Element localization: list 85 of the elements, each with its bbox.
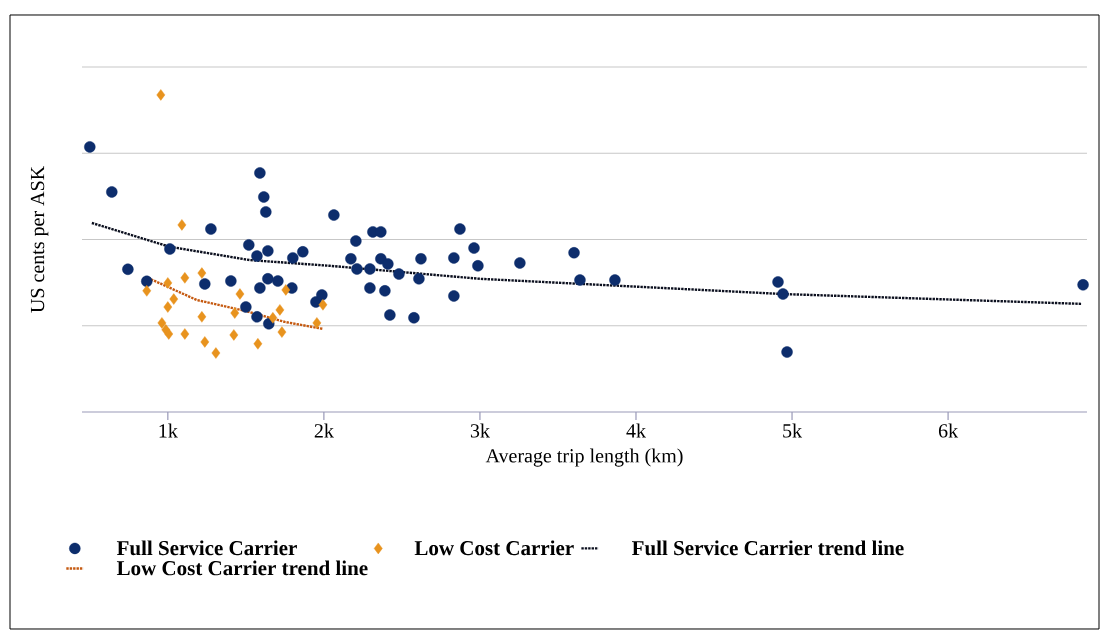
point (122, 263, 134, 275)
point (415, 253, 427, 265)
point (345, 253, 357, 265)
point (141, 275, 153, 288)
legend-label: Low Cost Carrier trend line (116, 560, 368, 576)
x-tick-label: 1k (159, 423, 178, 438)
point (225, 275, 237, 287)
point (408, 312, 420, 324)
point (384, 309, 396, 321)
point (84, 141, 96, 153)
point (382, 258, 394, 270)
point (169, 293, 179, 305)
point (574, 274, 586, 286)
point (364, 282, 376, 294)
point (197, 311, 207, 323)
point (272, 275, 284, 287)
point (609, 274, 621, 286)
point (262, 273, 274, 285)
point (260, 206, 272, 218)
legend-label: Full Service Carrier (116, 540, 297, 556)
point (163, 301, 173, 313)
point (164, 328, 174, 340)
y-axis-title: US cents per ASK (30, 166, 49, 313)
point (268, 312, 278, 324)
point (1077, 279, 1089, 291)
x-tick-label: 3k (470, 423, 490, 438)
point (164, 243, 176, 255)
point (197, 267, 207, 279)
point (106, 186, 118, 198)
point (772, 276, 784, 288)
point (350, 235, 362, 247)
point (287, 252, 299, 264)
point (297, 246, 309, 258)
point (413, 273, 425, 285)
point (163, 277, 173, 289)
point (275, 304, 285, 316)
point (281, 284, 291, 296)
point (568, 247, 580, 259)
point (243, 239, 255, 251)
point (468, 242, 480, 254)
point (177, 219, 187, 231)
x-axis-title: Average trip length (km) (485, 448, 683, 467)
point (448, 290, 460, 302)
point (364, 263, 376, 275)
point (251, 311, 263, 323)
point (328, 209, 340, 221)
point (777, 288, 789, 300)
point (379, 285, 391, 297)
point (472, 260, 484, 272)
x-tick-label: 2k (314, 423, 334, 438)
point (351, 263, 363, 275)
point (318, 299, 328, 311)
point (180, 328, 190, 340)
point (235, 288, 245, 300)
legend-label: Full Service Carrier trend line (632, 540, 904, 556)
point (157, 317, 167, 329)
point (211, 347, 221, 359)
point (205, 223, 217, 235)
point (781, 346, 793, 358)
x-tick-label: 6k (938, 423, 959, 438)
point (253, 338, 263, 350)
point (262, 245, 274, 257)
point (312, 317, 322, 329)
point (251, 250, 263, 262)
point (375, 226, 387, 238)
point (180, 272, 190, 284)
point (142, 285, 152, 297)
point (258, 191, 270, 203)
point (156, 89, 166, 101)
point (254, 167, 266, 179)
point (514, 257, 526, 269)
legend-label: Low Cost Carrier (414, 540, 574, 556)
x-tick-label: 4k (626, 423, 646, 438)
point (254, 282, 266, 294)
point (199, 278, 211, 290)
point (229, 329, 239, 341)
point (316, 289, 328, 301)
point (240, 301, 252, 313)
point (200, 336, 210, 348)
point (277, 326, 287, 338)
point (448, 252, 460, 264)
point (230, 307, 240, 319)
x-tick-label: 5k (783, 423, 803, 438)
point (393, 268, 405, 280)
point (454, 223, 466, 235)
